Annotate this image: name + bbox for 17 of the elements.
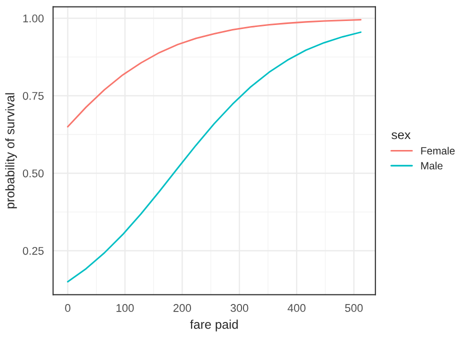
x-tick-label: 500 bbox=[345, 304, 363, 312]
x-tick-label: 400 bbox=[288, 304, 306, 312]
y-tick-label: 1.00 bbox=[23, 14, 44, 22]
x-tick-label: 100 bbox=[116, 304, 134, 312]
y-axis-title: probability of survival bbox=[5, 93, 17, 208]
y-tick-label: 0.25 bbox=[22, 246, 44, 255]
line-series bbox=[66, 31, 362, 282]
line-series bbox=[66, 19, 362, 128]
y-tick-label: 0.50 bbox=[22, 169, 44, 178]
y-tick-label: 0.75 bbox=[22, 92, 44, 100]
x-tick-label: 200 bbox=[173, 304, 192, 312]
x-axis-title: fare paid bbox=[190, 320, 238, 332]
legend-title: sex bbox=[392, 132, 411, 140]
legend-label: Male bbox=[421, 162, 443, 170]
x-tick-label: 300 bbox=[230, 304, 248, 312]
legend-label: Female bbox=[421, 146, 455, 155]
x-tick-label: 0 bbox=[65, 304, 70, 312]
